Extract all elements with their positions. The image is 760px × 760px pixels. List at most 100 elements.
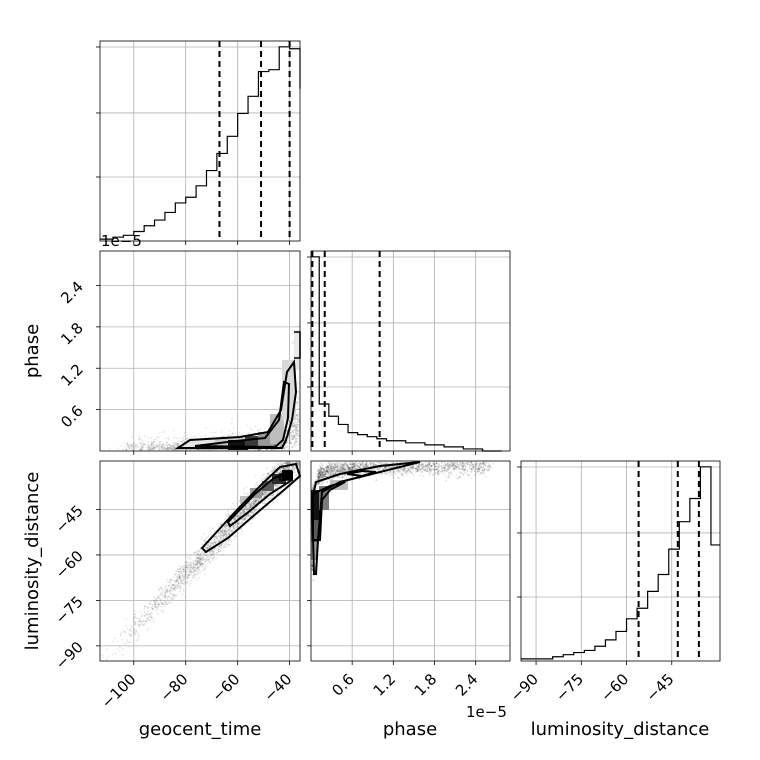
gt-ld-sample bbox=[242, 511, 245, 513]
gt-phase-sample bbox=[176, 448, 178, 451]
gt-ld-sample bbox=[226, 528, 229, 531]
gt-phase-sample bbox=[285, 445, 288, 448]
gt-ld-sample bbox=[209, 527, 212, 529]
gt-ld-sample bbox=[156, 609, 159, 611]
gt-ld-sample bbox=[229, 543, 232, 546]
gt-phase-sample bbox=[140, 441, 143, 444]
gt-ld-sample bbox=[130, 634, 132, 637]
gt-phase-sample bbox=[297, 431, 299, 433]
gt-ld-sample bbox=[155, 598, 158, 600]
gt-phase-sample bbox=[139, 447, 142, 450]
gt-phase-sample bbox=[294, 424, 296, 426]
gt-phase-sample bbox=[131, 436, 134, 438]
gt-ld-sample bbox=[180, 580, 182, 583]
gt-phase-sample bbox=[240, 433, 243, 436]
gt-phase-sample bbox=[138, 449, 141, 451]
gt-phase-sample bbox=[280, 412, 283, 415]
gt-ld-sample bbox=[207, 554, 209, 557]
gt-ld-sample bbox=[238, 523, 241, 526]
gt-ld-sample bbox=[133, 610, 136, 612]
gt-ld-sample bbox=[198, 550, 200, 553]
gt-phase-sample bbox=[291, 342, 294, 345]
gt-ld-sample bbox=[186, 582, 189, 585]
gt-phase-sample bbox=[152, 449, 155, 451]
gt-phase-sample bbox=[296, 402, 299, 405]
gt-ld-sample bbox=[285, 491, 288, 494]
gt-ld-sample bbox=[203, 573, 206, 576]
gt-phase-sample bbox=[134, 445, 137, 447]
gt-ld-sample bbox=[160, 605, 163, 608]
gt-phase-sample bbox=[176, 443, 179, 445]
gt-phase-sample bbox=[122, 448, 124, 451]
gt-phase-sample bbox=[292, 436, 295, 438]
gt-phase-sample bbox=[287, 439, 290, 442]
gt-phase-sample bbox=[140, 446, 143, 449]
gt-phase-sample bbox=[156, 436, 159, 438]
gt-phase-sample bbox=[226, 448, 229, 451]
gt-phase-sample bbox=[158, 444, 161, 446]
gt-phase-sample bbox=[280, 443, 283, 446]
gt-phase-sample bbox=[294, 426, 297, 429]
gt-ld-sample bbox=[182, 590, 185, 592]
gt-ld-sample bbox=[264, 502, 267, 505]
gt-ld-sample bbox=[134, 633, 137, 636]
gt-phase-sample bbox=[284, 443, 287, 446]
gt-phase-sample bbox=[292, 425, 295, 428]
gt-ld-sample bbox=[180, 576, 182, 579]
gt-ld-sample bbox=[251, 498, 254, 501]
gt-phase-sample bbox=[167, 446, 170, 449]
gt-ld-sample bbox=[134, 613, 136, 616]
gt-ld-sample bbox=[253, 502, 255, 505]
gt-phase-sample bbox=[297, 418, 299, 421]
gt-ld-sample bbox=[181, 579, 184, 582]
gt-ld-sample bbox=[185, 577, 188, 580]
gt-phase-sample bbox=[288, 442, 290, 444]
gt-phase-sample bbox=[136, 443, 139, 446]
gt-ld-sample bbox=[179, 577, 181, 580]
gt-ld-sample bbox=[204, 568, 206, 571]
gt-phase-sample bbox=[158, 440, 161, 443]
gt-phase-sample bbox=[295, 434, 298, 437]
gt-phase-sample bbox=[131, 447, 133, 449]
gt-phase-sample bbox=[174, 444, 177, 447]
gt-ld-sample bbox=[146, 617, 148, 619]
gt-ld-sample bbox=[277, 463, 280, 466]
gt-ld-sample bbox=[145, 614, 148, 616]
gt-phase-sample bbox=[124, 445, 127, 448]
gt-phase-sample bbox=[142, 443, 145, 446]
gt-phase-sample bbox=[139, 448, 142, 451]
gt-phase-sample bbox=[152, 447, 155, 450]
gt-ld-sample bbox=[227, 508, 230, 510]
gt-phase-sample bbox=[295, 422, 298, 425]
gt-ld-sample bbox=[236, 502, 239, 505]
gt-phase-sample bbox=[143, 443, 146, 446]
gt-ld-sample bbox=[184, 554, 187, 556]
gt-phase-sample bbox=[167, 436, 170, 439]
gt-ld-sample bbox=[155, 607, 158, 610]
gt-phase-sample bbox=[181, 437, 184, 439]
gt-phase-sample bbox=[163, 449, 165, 451]
gt-ld-sample bbox=[143, 615, 146, 617]
gt-ld-sample bbox=[236, 515, 239, 518]
gt-phase-sample bbox=[297, 397, 300, 400]
gt-phase-sample bbox=[230, 422, 233, 425]
gt-phase-sample bbox=[134, 444, 137, 446]
gt-ld-sample bbox=[243, 511, 246, 513]
gt-ld-sample bbox=[162, 609, 165, 612]
gt-phase-sample bbox=[161, 445, 163, 448]
gt-ld-sample bbox=[210, 554, 213, 556]
gt-ld-sample bbox=[245, 486, 248, 489]
gt-ld-sample bbox=[211, 559, 214, 561]
gt-phase-sample bbox=[159, 445, 161, 448]
gt-phase-sample bbox=[170, 444, 172, 447]
gt-phase-sample bbox=[162, 442, 165, 445]
gt-ld-sample bbox=[270, 496, 272, 499]
gt-ld-sample bbox=[238, 522, 241, 524]
gt-ld-sample bbox=[264, 491, 267, 493]
gt-ld-sample bbox=[143, 623, 146, 626]
gt-phase-sample bbox=[228, 430, 231, 432]
gt-phase-sample bbox=[297, 424, 300, 426]
gt-ld-sample bbox=[266, 472, 269, 475]
gt-ld-sample bbox=[143, 611, 146, 614]
gt-ld-sample bbox=[192, 562, 195, 565]
